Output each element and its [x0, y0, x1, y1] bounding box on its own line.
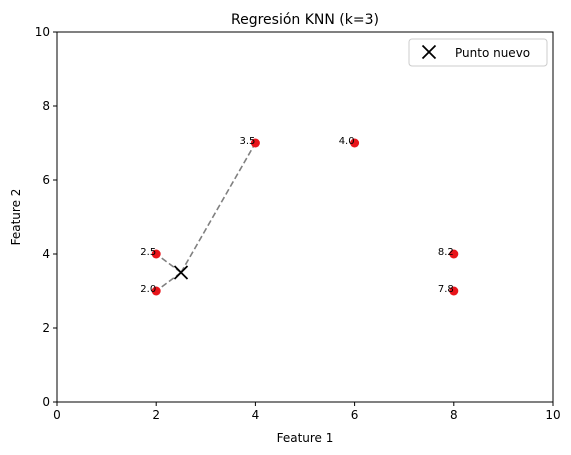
- legend-marker-x-icon: [421, 44, 437, 60]
- data-point: [449, 286, 459, 296]
- x-tick-label: 2: [152, 408, 160, 422]
- point-labels: 2.5 2.0 3.5 4.0 8.2 7.8: [140, 136, 454, 295]
- new-point: [173, 265, 189, 280]
- legend-x-stroke: [421, 44, 437, 60]
- new-point-x-stroke: [173, 265, 189, 280]
- neighbor-lines: [155, 142, 257, 292]
- point-value-label: 3.5: [239, 136, 255, 147]
- y-tick-label: 8: [42, 99, 50, 113]
- y-tick-label: 0: [42, 395, 50, 409]
- point-value-label: 2.0: [140, 284, 156, 295]
- x-tick-label: 8: [450, 408, 458, 422]
- chart-title: Regresión KNN (k=3): [231, 12, 379, 28]
- data-point: [350, 138, 360, 148]
- neighbor-line: [180, 142, 257, 273]
- data-point: [449, 249, 459, 259]
- point-value-label: 2.5: [140, 247, 156, 258]
- data-point: [151, 249, 161, 259]
- point-value-label: 4.0: [339, 136, 355, 147]
- x-tick-label: 6: [351, 408, 359, 422]
- x-axis-label: Feature 1: [277, 431, 334, 445]
- plot-frame: [56, 31, 554, 403]
- x-tick-label: 0: [53, 408, 61, 422]
- y-tick-label: 4: [42, 247, 50, 261]
- data-points: [151, 138, 459, 296]
- legend-label: Punto nuevo: [455, 46, 530, 60]
- x-tick-label: 10: [545, 408, 560, 422]
- legend: Punto nuevo: [408, 38, 548, 67]
- x-tick-label: 4: [252, 408, 260, 422]
- point-value-label: 8.2: [438, 247, 454, 258]
- y-tick-label: 6: [42, 173, 50, 187]
- data-point: [151, 286, 161, 296]
- point-value-label: 7.8: [438, 284, 454, 295]
- axes: 0 2 4 6 8 10 0 2 4 6 8 10: [35, 25, 561, 422]
- y-tick-label: 2: [42, 321, 50, 335]
- y-tick-label: 10: [35, 25, 50, 39]
- y-axis-label: Feature 2: [9, 189, 23, 246]
- legend-box: [408, 38, 548, 67]
- data-point: [250, 138, 260, 148]
